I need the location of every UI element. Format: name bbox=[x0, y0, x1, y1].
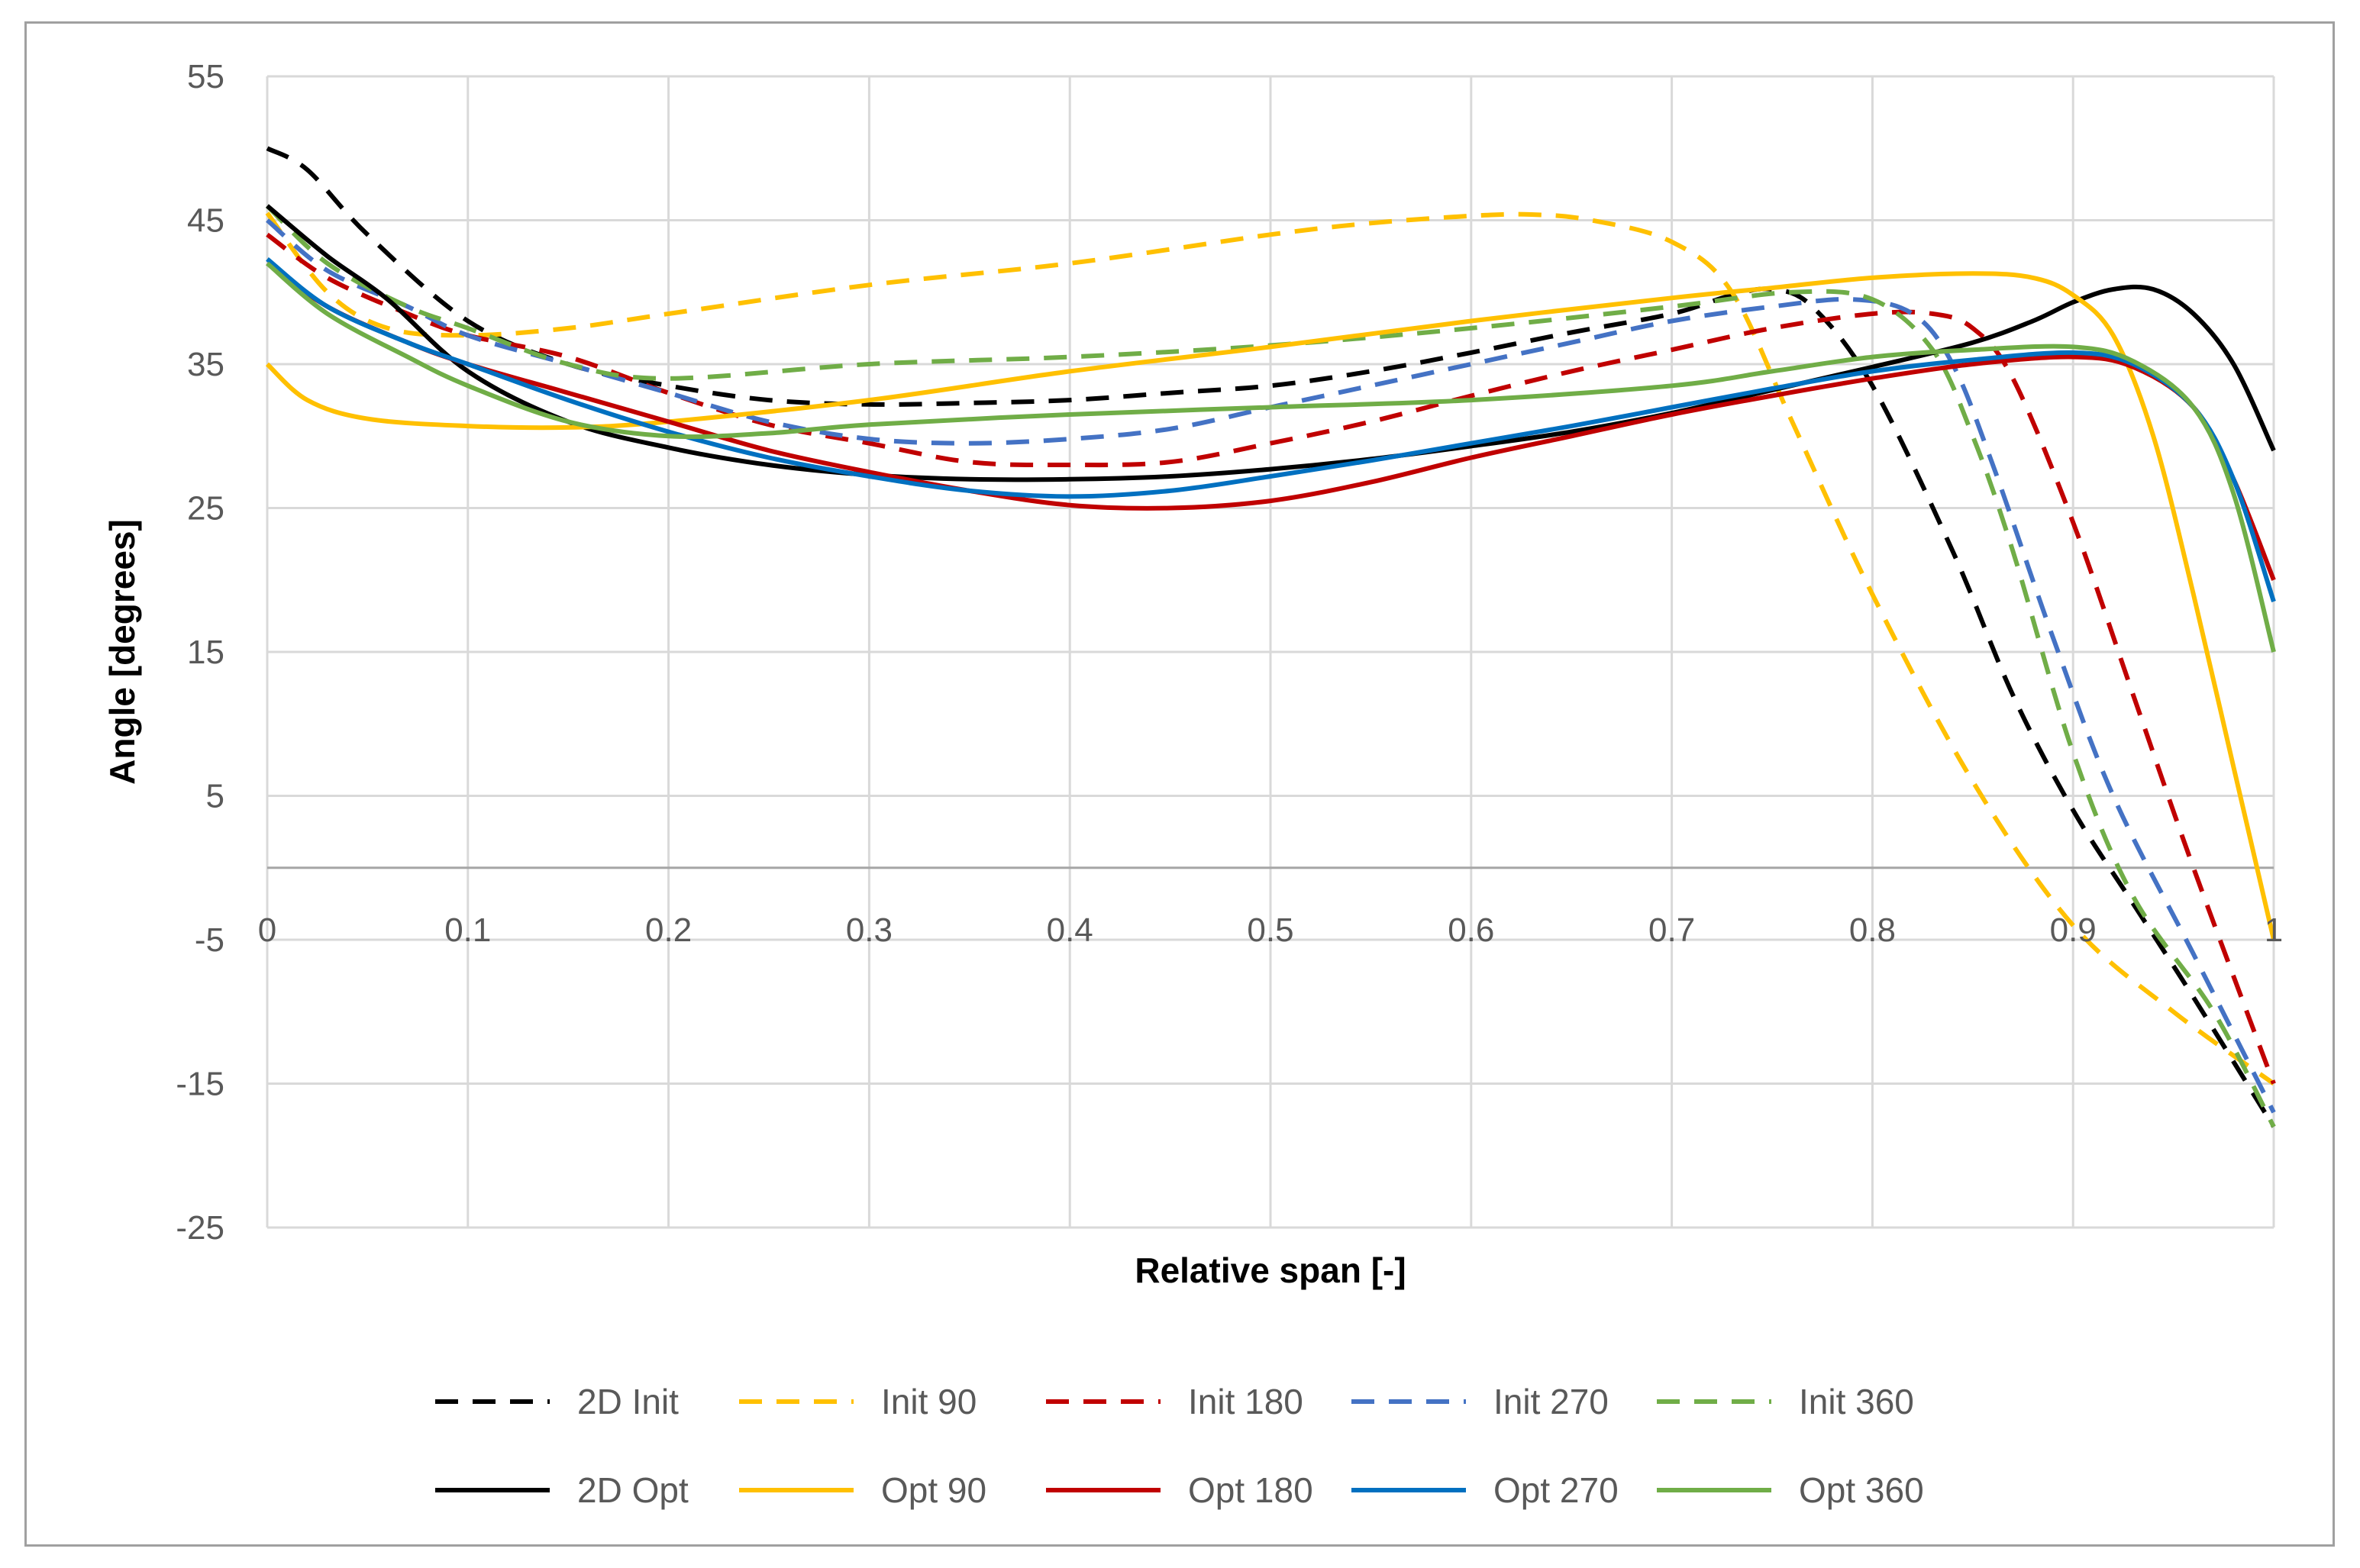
x-tick-label: 0.8 bbox=[1849, 911, 1896, 949]
y-tick-label: -5 bbox=[195, 921, 224, 959]
tick-labels: -25 -15 -5 5 15 25 35 45 55 0 0.1 0.2 0.3 0.4 0.5 0.6 0.… bbox=[176, 58, 2283, 1247]
x-tick-label: 0.3 bbox=[846, 911, 893, 949]
legend-label-init-90: Init 90 bbox=[881, 1382, 977, 1421]
series-line-opt-180 bbox=[266, 261, 2276, 581]
y-tick-label: 35 bbox=[187, 346, 224, 383]
y-tick-label: -25 bbox=[176, 1209, 224, 1247]
x-tick-label: 0.4 bbox=[1047, 911, 1093, 949]
legend-label-init-270: Init 270 bbox=[1493, 1382, 1609, 1421]
y-tick-label: 55 bbox=[187, 58, 224, 95]
series-line-init-270 bbox=[266, 218, 2276, 1114]
series-lines bbox=[265, 146, 2276, 1128]
legend-label-init-180: Init 180 bbox=[1188, 1382, 1303, 1421]
y-tick-label: 15 bbox=[187, 634, 224, 671]
x-tick-label: 0.5 bbox=[1247, 911, 1293, 949]
legend: 2D Init Init 90 Init 180 Init 270 Init 360 2D… bbox=[435, 1382, 1924, 1510]
series-line-init-360 bbox=[265, 204, 2276, 1128]
legend-label-2d-init: 2D Init bbox=[577, 1382, 679, 1421]
x-tick-label: 0.6 bbox=[1448, 911, 1494, 949]
y-tick-label: -15 bbox=[176, 1066, 224, 1103]
legend-label-opt-180: Opt 180 bbox=[1188, 1470, 1313, 1510]
x-tick-label: 0 bbox=[258, 911, 276, 949]
series-line-init-180 bbox=[266, 232, 2276, 1085]
y-axis-title: Angle [degrees] bbox=[102, 519, 142, 785]
legend-label-init-360: Init 360 bbox=[1799, 1382, 1914, 1421]
x-tick-label: 1 bbox=[2265, 911, 2283, 949]
y-tick-label: 45 bbox=[187, 202, 224, 240]
legend-label-opt-90: Opt 90 bbox=[881, 1470, 986, 1510]
legend-label-2d-opt: 2D Opt bbox=[577, 1470, 689, 1510]
x-tick-label: 0.1 bbox=[444, 911, 491, 949]
y-tick-label: 5 bbox=[206, 778, 224, 815]
series-line-opt-90 bbox=[265, 271, 2276, 940]
grid-lines bbox=[266, 75, 2275, 1229]
series-line-opt-360 bbox=[266, 261, 2276, 653]
legend-label-opt-270: Opt 270 bbox=[1493, 1470, 1619, 1510]
y-tick-label: 25 bbox=[187, 490, 224, 528]
series-line-init-90 bbox=[265, 211, 2275, 1086]
x-tick-label: 0.2 bbox=[645, 911, 692, 949]
legend-label-opt-360: Opt 360 bbox=[1799, 1470, 1924, 1510]
x-tick-label: 0.9 bbox=[2050, 911, 2097, 949]
x-axis-title: Relative span [-] bbox=[1135, 1250, 1406, 1290]
series-line-2d-init bbox=[266, 146, 2276, 1128]
x-tick-label: 0.7 bbox=[1648, 911, 1695, 949]
series-line-opt-270 bbox=[266, 257, 2276, 602]
